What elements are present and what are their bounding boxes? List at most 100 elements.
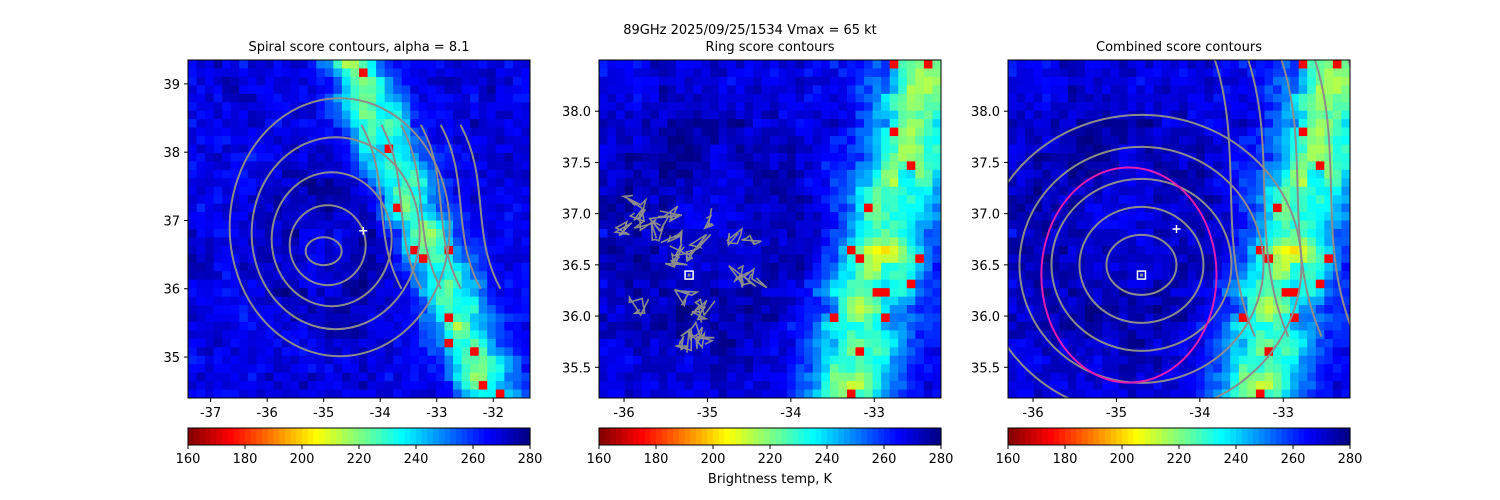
heatmap-cell: [478, 186, 488, 196]
colorbar-segment: [718, 428, 725, 445]
heatmap-cell: [1238, 271, 1248, 281]
heatmap-cell: [889, 195, 899, 205]
heatmap-cell: [701, 271, 711, 281]
heatmap-cell: [470, 212, 480, 222]
heatmap-cell: [495, 152, 505, 162]
heatmap-cell: [478, 136, 488, 145]
heatmap-cell: [1153, 85, 1163, 95]
heatmap-cell: [1102, 220, 1112, 230]
heatmap-cell: [410, 203, 420, 213]
heatmap-cell: [1307, 169, 1317, 179]
heatmap-cell: [444, 102, 454, 112]
heatmap-cell: [495, 237, 505, 247]
heatmap-cell: [435, 338, 445, 348]
heatmap-cell: [1230, 355, 1240, 365]
heatmap-cell: [846, 60, 856, 69]
heatmap-cell: [641, 178, 651, 188]
heatmap-cell: [435, 296, 445, 306]
heatmap-cell: [453, 136, 463, 145]
heatmap-cell: [290, 279, 300, 289]
heatmap-cell: [1093, 313, 1103, 323]
heatmap-cell: [264, 68, 274, 78]
heatmap-cell: [1290, 364, 1300, 374]
heatmap-cell: [1153, 288, 1163, 298]
heatmap-cell: [855, 76, 865, 86]
heatmap-cell: [923, 220, 933, 230]
heatmap-cell: [1170, 313, 1180, 323]
heatmap-cell: [693, 195, 703, 205]
heatmap-cell: [205, 364, 215, 374]
heatmap-cell: [512, 85, 522, 95]
heatmap-cell: [718, 338, 728, 348]
heatmap-cell: [641, 136, 651, 145]
heatmap-cell: [470, 203, 480, 213]
heatmap-cell: [1016, 338, 1026, 348]
heatmap-cell: [881, 144, 891, 154]
heatmap-cell: [1281, 262, 1291, 272]
heatmap-cell: [812, 169, 822, 179]
heatmap-cell: [641, 279, 651, 289]
heatmap-cell: [727, 245, 737, 255]
heatmap-cell: [1025, 279, 1035, 289]
heatmap-cell: [264, 313, 274, 323]
heatmap-cell: [675, 372, 685, 382]
heatmap-cell: [864, 212, 874, 222]
heatmap-cell: [521, 152, 530, 162]
heatmap-cell: [624, 186, 634, 196]
heatmap-cell: [1315, 144, 1325, 154]
heatmap-cell: [752, 195, 762, 205]
colorbar-segment: [661, 428, 668, 445]
heatmap-cell: [487, 186, 497, 196]
heatmap-cell: [461, 152, 471, 162]
heatmap-cell: [384, 119, 394, 129]
heatmap-cell: [633, 288, 643, 298]
heatmap-cell: [1307, 152, 1317, 162]
heatmap-cell: [1298, 220, 1308, 230]
heatmap-cell: [1033, 161, 1043, 171]
heatmap-cell: [667, 237, 677, 247]
heatmap-cell: [427, 229, 437, 238]
heatmap-cell: [932, 288, 941, 298]
heatmap-cell: [821, 364, 831, 374]
heatmap-cell: [512, 288, 522, 298]
heatmap-cell: [804, 338, 814, 348]
heatmap-cell: [795, 245, 805, 255]
heatmap-cell: [196, 288, 206, 298]
heatmap-cell: [1136, 195, 1146, 205]
heatmap-cell: [239, 262, 249, 272]
heatmap-cell: [787, 237, 797, 247]
heatmap-cell: [744, 212, 754, 222]
heatmap-cell: [1008, 279, 1018, 289]
heatmap-cell: [1008, 60, 1018, 69]
heatmap-cell: [453, 195, 463, 205]
heatmap-cell: [1008, 330, 1018, 340]
heatmap-cell: [1067, 347, 1077, 357]
heatmap-cell: [787, 212, 797, 222]
heatmap-cell: [495, 321, 505, 331]
heatmap-cell: [616, 127, 626, 137]
heatmap-cell: [487, 347, 497, 357]
heatmap-cell: [616, 203, 626, 213]
heatmap-cell: [804, 330, 814, 340]
heatmap-cell: [846, 347, 856, 357]
colorbar-segment: [353, 428, 360, 445]
heatmap-cell: [1290, 347, 1300, 357]
heatmap-cell: [222, 93, 232, 103]
heatmap-cell: [1307, 389, 1317, 398]
heatmap-cell: [444, 76, 454, 86]
heatmap-cell: [316, 330, 326, 340]
heatmap-cell: [932, 237, 941, 247]
heatmap-cell: [1016, 68, 1026, 78]
heatmap-cell: [846, 338, 856, 348]
heatmap-cell: [804, 254, 814, 264]
heatmap-cell: [1119, 262, 1129, 272]
heatmap-cell: [341, 127, 351, 137]
heatmap-cell: [230, 110, 240, 120]
heatmap-cell: [675, 347, 685, 357]
heatmap-cell: [359, 330, 369, 340]
ring-contour: [686, 329, 706, 353]
heatmap-cell: [1084, 372, 1094, 382]
heatmap-cell: [401, 305, 411, 314]
heatmap-cell: [1067, 68, 1077, 78]
heatmap-cell: [650, 85, 660, 95]
